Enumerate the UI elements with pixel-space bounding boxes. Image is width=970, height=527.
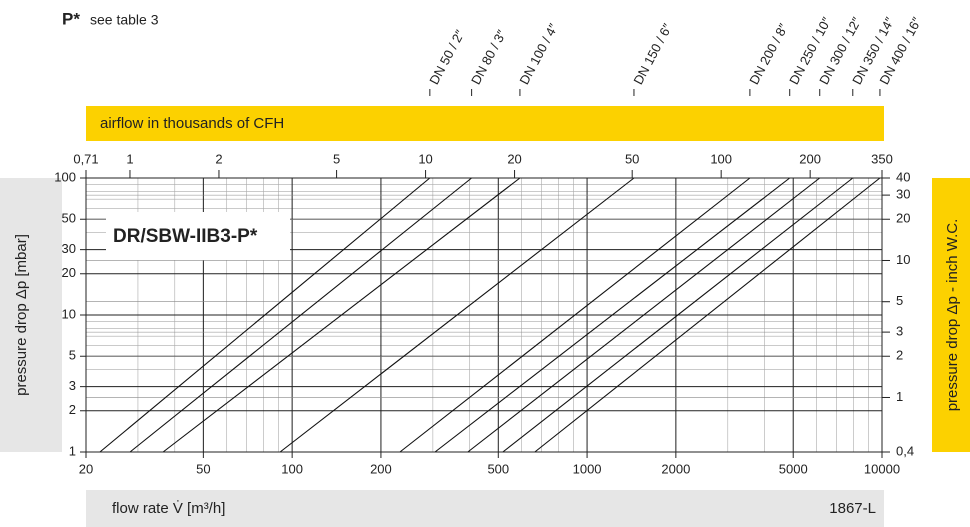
chart-title: DR/SBW-IIB3-P* <box>113 226 258 247</box>
header-note: see table 3 <box>90 12 159 28</box>
y2-tick-label: 10 <box>896 252 910 267</box>
series-line <box>434 177 791 453</box>
series-line <box>534 177 881 453</box>
y-tick-label: 5 <box>69 348 76 363</box>
x-tick-label: 10000 <box>864 461 900 476</box>
y2-tick-label: 2 <box>896 348 903 363</box>
y2-tick-label: 30 <box>896 187 910 202</box>
left-banner <box>0 178 62 452</box>
right-banner <box>932 178 970 452</box>
x2-tick-label: 0,71 <box>73 151 98 166</box>
x-tick-label: 5000 <box>779 461 808 476</box>
y-tick-label: 20 <box>62 265 76 280</box>
y-tick-label: 1 <box>69 443 76 458</box>
series-line <box>502 177 854 453</box>
plot-frame <box>85 177 883 453</box>
x2-tick-label: 10 <box>418 151 432 166</box>
x2-tick-label: 5 <box>333 151 340 166</box>
series-line <box>467 177 821 453</box>
legend-label: DN 150 / 6″ <box>630 21 675 87</box>
y-tick-label: 3 <box>69 378 76 393</box>
x2-tick-label: 350 <box>871 151 893 166</box>
y2-tick-label: 40 <box>896 169 910 184</box>
x-axis-label: flow rate V̇ [m³/h] <box>112 500 225 517</box>
x2-axis-label: airflow in thousands of CFH <box>100 115 284 132</box>
x-tick-label: 2000 <box>661 461 690 476</box>
x2-tick-label: 200 <box>799 151 821 166</box>
legend-label: DN 100 / 4″ <box>516 21 561 87</box>
y-tick-label: 50 <box>62 211 76 226</box>
x-tick-label: 50 <box>196 461 210 476</box>
legend-label: DN 80 / 3″ <box>468 27 509 87</box>
y-tick-label: 30 <box>62 241 76 256</box>
x-tick-label: 200 <box>370 461 392 476</box>
y2-tick-label: 3 <box>896 324 903 339</box>
x-tick-label: 500 <box>487 461 509 476</box>
top-banner <box>86 106 884 141</box>
y-axis-label: pressure drop Δp [mbar] <box>13 234 30 396</box>
bottom-banner <box>86 490 884 527</box>
y-tick-label: 100 <box>54 169 76 184</box>
series-line <box>279 177 635 453</box>
legend-label: DN 50 / 2″ <box>426 27 467 87</box>
x-tick-label: 1000 <box>573 461 602 476</box>
x2-tick-label: 100 <box>710 151 732 166</box>
x2-tick-label: 2 <box>215 151 222 166</box>
y2-tick-label: 20 <box>896 211 910 226</box>
x2-tick-label: 50 <box>625 151 639 166</box>
y-tick-label: 2 <box>69 402 76 417</box>
y2-tick-label: 5 <box>896 293 903 308</box>
y2-tick-label: 0,4 <box>896 443 914 458</box>
y2-axis-label: pressure drop Δp - inch W.C. <box>944 219 961 412</box>
y-tick-label: 10 <box>62 306 76 321</box>
x2-tick-label: 20 <box>507 151 521 166</box>
x-tick-label: 100 <box>281 461 303 476</box>
y2-tick-label: 1 <box>896 389 903 404</box>
x2-tick-label: 1 <box>126 151 133 166</box>
x-tick-label: 20 <box>79 461 93 476</box>
title-box <box>106 212 290 260</box>
chart-code: 1867-L <box>829 500 876 517</box>
header-mark: P* <box>62 9 80 28</box>
series-line <box>99 177 431 453</box>
legend-label: DN 200 / 8″ <box>746 21 791 87</box>
series-line <box>162 177 521 453</box>
series-line <box>129 177 472 453</box>
series-line <box>399 177 751 453</box>
